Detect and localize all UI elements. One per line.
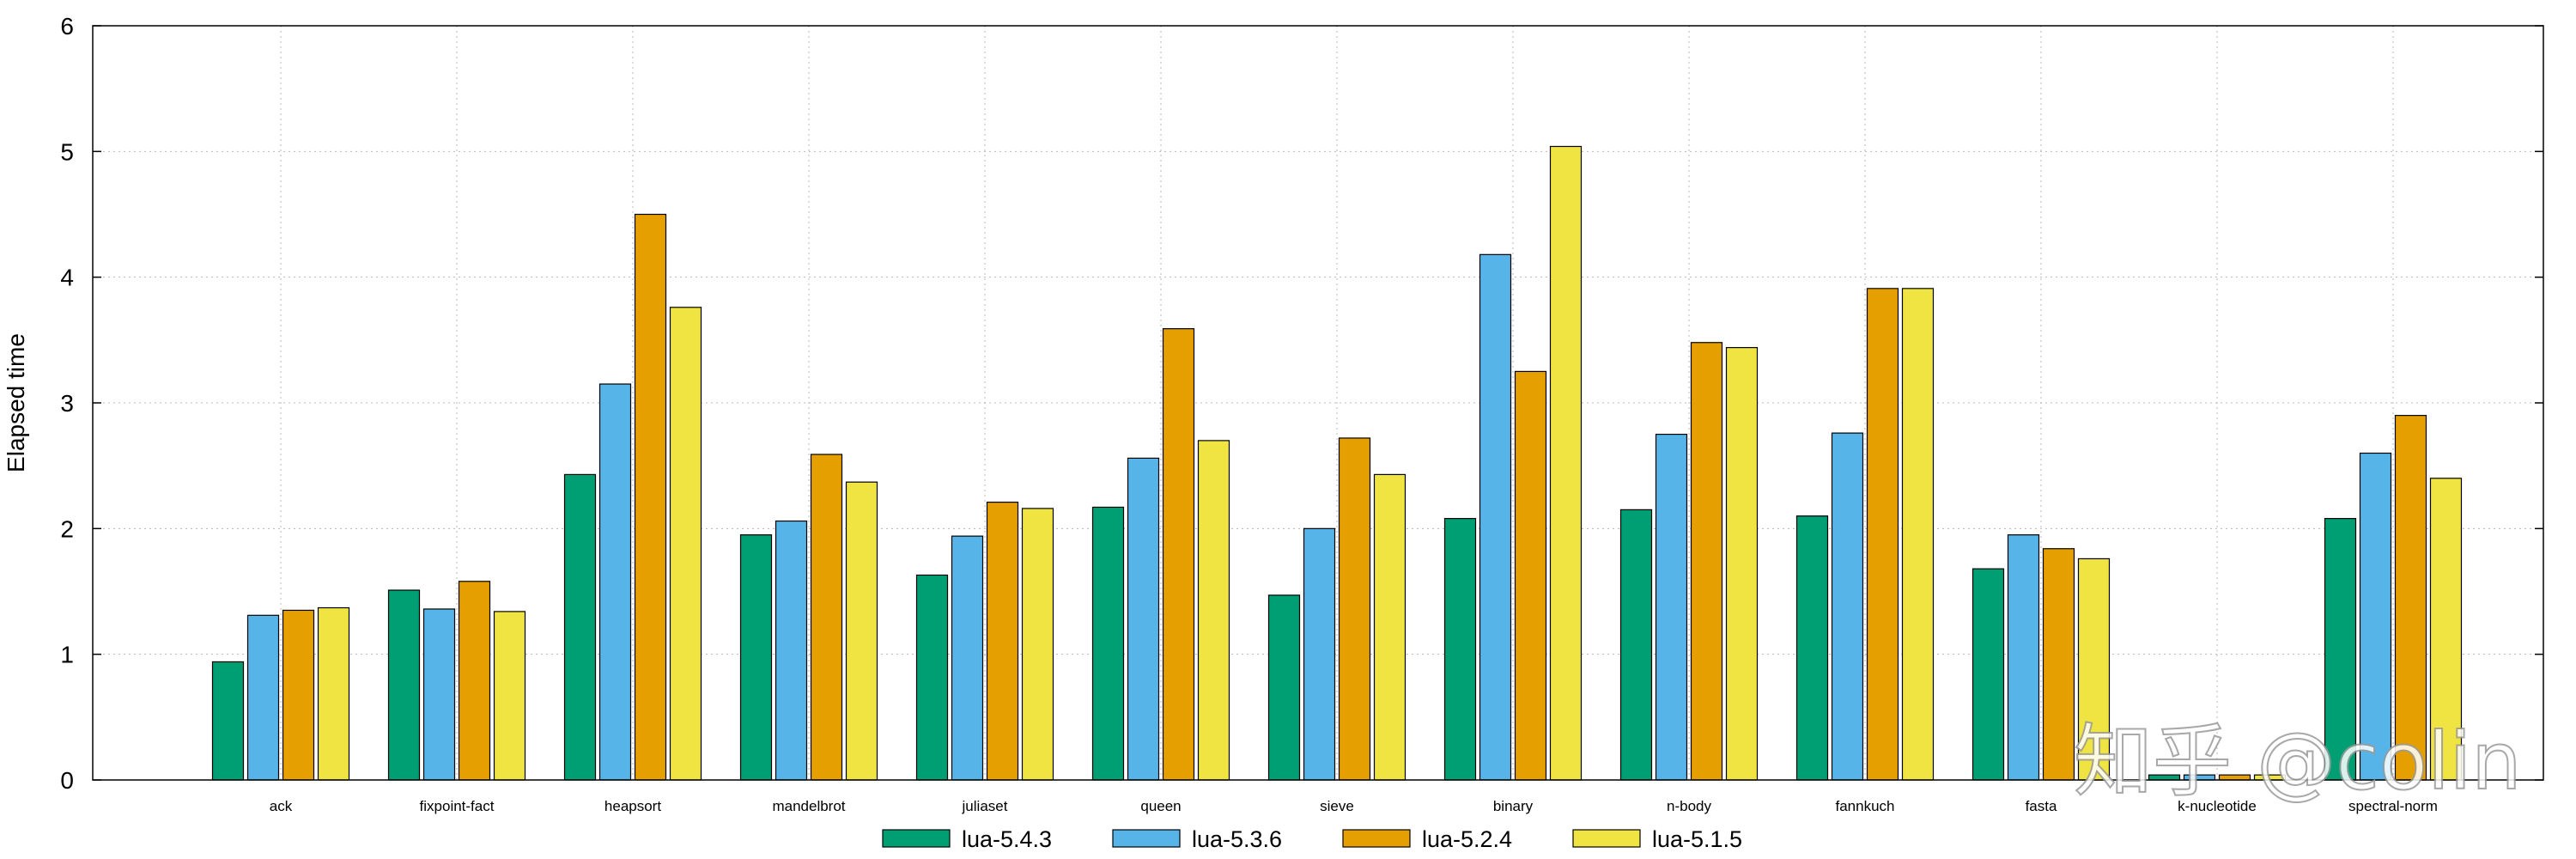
bar-lua-5.4.3-mandelbrot: [739, 534, 773, 781]
x-category-labels: ack fixpoint-fact heapsort mandelbrot julias…: [270, 798, 2438, 814]
bar-lua-5.3.6-sieve: [1303, 527, 1336, 781]
bar-lua-5.1.5-heapsort: [669, 307, 702, 781]
x-category-label: n-body: [1667, 798, 1711, 814]
legend-label: lua-5.2.4: [1422, 826, 1512, 852]
y-tick-label: 6: [60, 13, 74, 40]
bars: [211, 145, 2463, 781]
bar-lua-5.2.4-sieve: [1338, 437, 1371, 781]
bar-lua-5.3.6-spectral-norm: [2359, 452, 2392, 781]
y-axis-label: Elapsed time: [3, 333, 29, 472]
bar-lua-5.2.4-fannkuch: [1866, 288, 1899, 781]
y-tick-labels: 0 1 2 3 4 5 6: [60, 13, 2543, 794]
bar-lua-5.1.5-queen: [1197, 440, 1230, 781]
bar-lua-5.2.4-juliaset: [986, 502, 1019, 781]
bar-lua-5.1.5-ack: [317, 606, 350, 781]
bar-lua-5.4.3-fasta: [1971, 568, 2005, 781]
bar-lua-5.2.4-n-body: [1690, 342, 1723, 781]
x-category-label: heapsort: [605, 798, 661, 814]
x-category-label: k-nucleotide: [2178, 798, 2257, 814]
x-category-label: fasta: [2026, 798, 2057, 814]
bar-lua-5.3.6-n-body: [1655, 433, 1688, 781]
bar-lua-5.1.5-juliaset: [1021, 508, 1054, 781]
legend: lua-5.4.3 lua-5.3.6 lua-5.2.4 lua-5.1.5: [882, 826, 1742, 852]
legend-label: lua-5.4.3: [962, 826, 1052, 852]
bar-lua-5.3.6-binary: [1479, 253, 1512, 781]
x-category-label: fannkuch: [1836, 798, 1895, 814]
bar-lua-5.4.3-binary: [1443, 518, 1477, 781]
bar-lua-5.3.6-fixpoint-fact: [422, 608, 456, 781]
legend-swatch: [1342, 829, 1411, 848]
bar-lua-5.2.4-fixpoint-fact: [458, 581, 491, 781]
legend-swatch: [1572, 829, 1641, 848]
legend-swatch: [882, 829, 951, 848]
y-tick-label: 5: [60, 138, 74, 165]
bar-lua-5.1.5-n-body: [1725, 347, 1759, 781]
bar-lua-5.3.6-ack: [246, 614, 280, 781]
bar-lua-5.4.3-heapsort: [563, 473, 597, 781]
watermark: 知乎 @colin: [2074, 716, 2522, 807]
bar-lua-5.1.5-mandelbrot: [845, 481, 878, 781]
bar-lua-5.1.5-spectral-norm: [2429, 478, 2463, 781]
x-category-label: mandelbrot: [772, 798, 845, 814]
y-tick-label: 3: [60, 390, 74, 417]
x-category-label: queen: [1140, 798, 1181, 814]
bar-lua-5.4.3-fannkuch: [1795, 515, 1829, 781]
bar-lua-5.3.6-heapsort: [598, 383, 632, 781]
bar-lua-5.4.3-n-body: [1619, 509, 1653, 781]
bar-lua-5.1.5-fixpoint-fact: [493, 611, 526, 781]
x-category-label: spectral-norm: [2348, 798, 2438, 814]
y-tick-label: 0: [60, 767, 74, 794]
bar-lua-5.3.6-queen: [1127, 457, 1160, 781]
bar-lua-5.4.3-queen: [1091, 506, 1125, 781]
bar-lua-5.4.3-ack: [211, 661, 245, 781]
y-tick-label: 4: [60, 265, 74, 291]
bar-lua-5.2.4-mandelbrot: [810, 454, 843, 781]
bar-lua-5.3.6-fannkuch: [1831, 432, 1864, 781]
bar-lua-5.1.5-binary: [1549, 145, 1583, 781]
bar-lua-5.2.4-heapsort: [634, 213, 667, 781]
bar-lua-5.4.3-sieve: [1267, 594, 1301, 781]
x-category-label: fixpoint-fact: [420, 798, 495, 814]
bar-lua-5.2.4-binary: [1514, 370, 1547, 781]
bar-lua-5.4.3-fixpoint-fact: [387, 589, 421, 781]
bar-lua-5.2.4-queen: [1162, 328, 1195, 781]
bar-lua-5.4.3-spectral-norm: [2324, 518, 2357, 781]
legend-label: lua-5.3.6: [1192, 826, 1282, 852]
x-category-label: sieve: [1320, 798, 1354, 814]
bar-lua-5.3.6-mandelbrot: [775, 520, 808, 781]
bar-lua-5.2.4-spectral-norm: [2394, 415, 2427, 781]
bar-lua-5.3.6-juliaset: [951, 535, 984, 781]
x-category-label: binary: [1493, 798, 1534, 814]
bar-lua-5.4.3-juliaset: [915, 574, 949, 781]
bar-lua-5.1.5-fannkuch: [1901, 288, 1935, 781]
legend-label: lua-5.1.5: [1652, 826, 1742, 852]
bar-lua-5.3.6-fasta: [2007, 534, 2040, 781]
y-tick-label: 1: [60, 642, 74, 668]
bar-lua-5.2.4-ack: [282, 609, 315, 781]
x-category-label: ack: [270, 798, 293, 814]
x-category-label: juliaset: [962, 798, 1008, 814]
legend-swatch: [1112, 829, 1181, 848]
y-tick-label: 2: [60, 515, 74, 542]
bar-lua-5.2.4-fasta: [2042, 548, 2075, 781]
bar-lua-5.1.5-sieve: [1373, 473, 1406, 781]
